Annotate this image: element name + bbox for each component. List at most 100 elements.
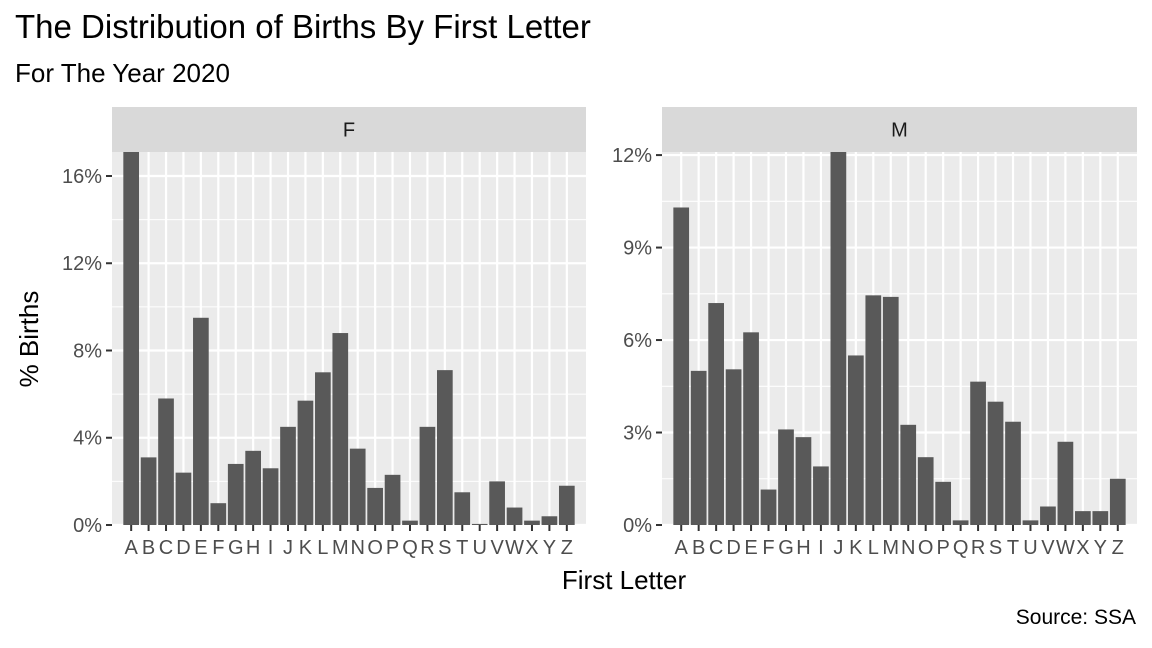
facet-strip-M — [662, 107, 1137, 152]
x-tick-label: Z — [561, 537, 573, 559]
bar-F-N — [349, 448, 366, 525]
y-tick-label: 8% — [73, 340, 102, 362]
x-tick-label: X — [525, 537, 538, 559]
bar-F-O — [367, 487, 383, 525]
y-tick-label: 0% — [623, 515, 652, 537]
x-tick-label: R — [420, 537, 434, 559]
bar-M-Z — [1109, 478, 1126, 525]
bar-M-W — [1057, 441, 1074, 525]
x-tick-label: F — [212, 537, 224, 559]
panel-background-F — [112, 152, 586, 525]
bar-F-D — [175, 472, 192, 525]
bar-M-O — [917, 457, 934, 525]
y-tick-label: 9% — [623, 238, 652, 260]
facet-label-M: M — [891, 120, 908, 142]
bar-F-Z — [558, 485, 575, 525]
x-tick-label: I — [268, 537, 274, 559]
bar-F-A — [123, 152, 140, 525]
x-tick-label: J — [833, 537, 843, 559]
y-tick-label: 0% — [73, 515, 102, 537]
bar-M-R — [970, 381, 986, 525]
x-tick-label: S — [989, 537, 1002, 559]
bar-F-S — [437, 370, 453, 525]
x-tick-label: N — [350, 537, 364, 559]
bar-F-R — [419, 426, 436, 525]
y-tick-label: 6% — [623, 330, 652, 352]
bar-F-E — [193, 317, 209, 525]
x-tick-label: L — [868, 537, 879, 559]
bar-F-T — [454, 492, 471, 525]
x-tick-label: B — [142, 537, 155, 559]
bar-M-X — [1075, 511, 1091, 525]
chart-caption: Source: SSA — [1015, 606, 1136, 629]
bar-F-P — [384, 474, 401, 525]
bar-M-V — [1040, 506, 1056, 525]
bar-F-Q — [402, 520, 418, 525]
x-axis-title: First Letter — [562, 565, 687, 595]
x-tick-label: Y — [543, 537, 556, 559]
x-tick-label: U — [472, 537, 486, 559]
x-tick-label: C — [159, 537, 173, 559]
bar-M-G — [778, 429, 794, 525]
x-tick-label: F — [762, 537, 774, 559]
x-tick-label: S — [438, 537, 451, 559]
x-tick-label: W — [1056, 537, 1075, 559]
x-tick-label: D — [726, 537, 740, 559]
x-tick-label: J — [283, 537, 293, 559]
x-tick-label: Y — [1094, 537, 1107, 559]
bar-M-P — [935, 481, 952, 525]
x-tick-label: V — [1041, 537, 1055, 559]
chart-subtitle: For The Year 2020 — [15, 58, 230, 88]
x-tick-label: P — [936, 537, 949, 559]
bar-M-C — [708, 303, 724, 525]
bar-M-Y — [1092, 511, 1109, 525]
x-tick-label: H — [796, 537, 810, 559]
bar-F-U — [471, 523, 488, 525]
bar-M-M — [882, 296, 899, 525]
bar-M-S — [987, 401, 1004, 525]
y-tick-label: 16% — [62, 166, 102, 188]
bar-F-M — [332, 333, 349, 525]
facet-label-F: F — [343, 120, 355, 142]
bar-F-H — [245, 450, 261, 525]
facet-strip-F — [112, 107, 586, 152]
bar-M-N — [900, 424, 917, 525]
x-tick-label: U — [1023, 537, 1037, 559]
x-tick-label: R — [971, 537, 985, 559]
x-tick-label: N — [901, 537, 915, 559]
y-tick-label: 12% — [62, 253, 102, 275]
bar-M-I — [813, 466, 829, 525]
x-tick-label: E — [744, 537, 757, 559]
x-tick-label: H — [246, 537, 260, 559]
bar-F-X — [524, 520, 540, 525]
bar-F-V — [489, 481, 505, 525]
bar-F-J — [280, 426, 296, 525]
x-tick-label: G — [778, 537, 794, 559]
x-tick-label: Q — [402, 537, 418, 559]
x-tick-label: M — [332, 537, 349, 559]
bar-M-U — [1022, 520, 1039, 525]
bar-M-A — [673, 207, 690, 525]
y-tick-label: 4% — [73, 428, 102, 450]
x-tick-label: C — [709, 537, 723, 559]
x-tick-label: Q — [953, 537, 969, 559]
x-tick-label: M — [882, 537, 899, 559]
bar-F-K — [297, 400, 314, 525]
x-tick-label: K — [299, 537, 313, 559]
bar-M-Q — [952, 520, 969, 525]
x-tick-label: A — [124, 537, 138, 559]
bar-F-I — [262, 468, 279, 525]
x-tick-label: L — [317, 537, 328, 559]
x-tick-label: A — [675, 537, 689, 559]
chart-title: The Distribution of Births By First Lett… — [15, 8, 591, 45]
y-tick-label: 12% — [612, 145, 652, 167]
bar-M-H — [795, 437, 812, 525]
x-tick-label: P — [386, 537, 399, 559]
bar-F-L — [315, 372, 331, 525]
bar-F-B — [140, 457, 157, 525]
bar-M-J — [830, 152, 847, 525]
bar-F-G — [227, 463, 244, 525]
x-tick-label: G — [228, 537, 244, 559]
x-tick-label: X — [1076, 537, 1089, 559]
x-tick-label: V — [490, 537, 504, 559]
